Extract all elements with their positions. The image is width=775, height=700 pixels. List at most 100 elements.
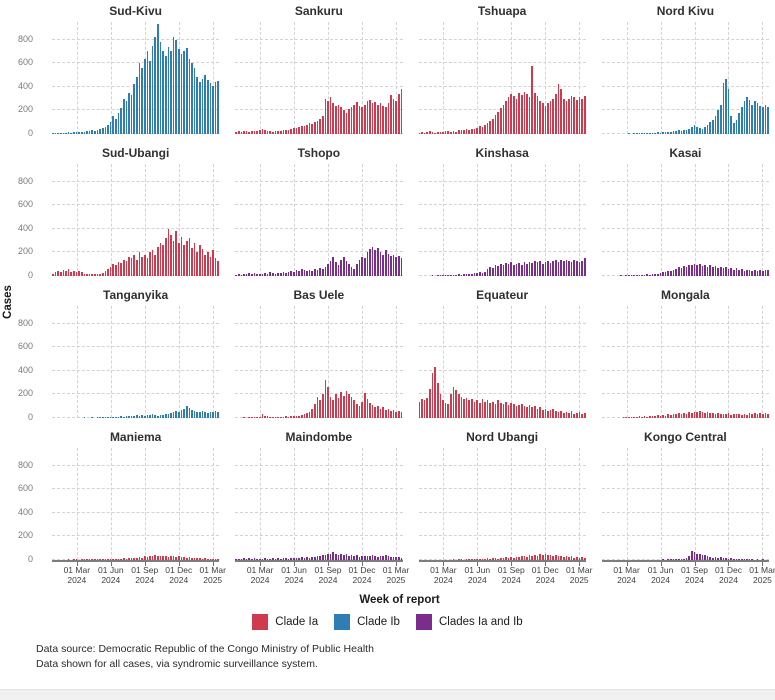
bar [717,267,719,276]
bar [358,406,361,418]
bar [536,555,539,560]
bar [560,89,562,134]
facet-title-sankuru: Sankuru [294,4,343,18]
bar [646,416,648,418]
bar [473,128,476,134]
gridline-h-400 [52,511,220,513]
bar [395,101,397,134]
bar [497,558,499,560]
bar [748,413,751,418]
bar [112,264,114,276]
x-tick-mark [694,562,696,566]
bar [308,123,311,134]
gridline-h-800 [235,38,403,40]
gridline-v-2 [477,448,479,560]
bar [547,103,549,134]
bar [725,78,727,134]
gridline-v-3 [511,22,513,134]
facet-title-nord-kivu: Nord Kivu [656,4,715,18]
gridline-v-1 [626,22,628,134]
bar [379,408,382,418]
bar [154,415,156,418]
bar [635,133,638,134]
bar [583,558,586,560]
bar [515,98,518,134]
facet-maindombe: Maindombe 01 Mar 2024 01 Jun 2024 01 Sep 2024 0… [235,430,409,590]
bar [489,121,491,134]
bar [400,412,403,418]
bar [654,274,656,276]
x-tick-label-4: 01 Dec 2024 [165,565,193,585]
gridline-h-200 [601,109,769,111]
bar [751,104,753,134]
bar [662,131,664,134]
bar [735,268,738,276]
bar [377,104,379,134]
bar [217,558,219,560]
bar [486,123,489,134]
bar [319,400,321,418]
bar [536,96,539,134]
bar [185,47,188,134]
bar [570,410,573,418]
bar [287,129,290,134]
gridline-h-0 [52,275,220,276]
bar [675,559,677,560]
bar [133,254,135,276]
bar [212,85,214,134]
bar [159,243,162,276]
bar [167,228,170,276]
bar [523,555,526,560]
bar [266,416,269,418]
bar [641,274,643,276]
bar [345,390,348,418]
bar [541,103,544,134]
bar [539,554,541,560]
bar [492,557,494,560]
bar [497,111,499,134]
gridline-v-2 [477,164,479,276]
bar [266,131,269,134]
bar [568,557,570,560]
bar [183,409,185,418]
gridline-v-5 [212,448,214,560]
gridline-h-800 [418,322,586,324]
bar [65,132,67,134]
bar [327,101,329,134]
bar [117,112,120,134]
bar [256,131,258,134]
bar [209,558,212,560]
bar [460,396,463,418]
bar [423,400,426,418]
bar [434,367,436,418]
bar [350,266,353,276]
gridline-h-200 [601,535,769,537]
bar [698,554,701,560]
bar [167,413,170,418]
gridline-v-5 [579,164,581,276]
bar [683,558,685,560]
bar [680,131,683,134]
bar [94,559,96,560]
bar [340,259,342,276]
bar [534,406,536,418]
bar [635,416,638,418]
bar [746,559,748,560]
bar [494,265,497,276]
bar [335,105,337,134]
bar [714,116,717,134]
bar [576,99,578,134]
bar [442,275,444,276]
bar [387,253,390,276]
bar [675,414,677,418]
bar [379,555,382,560]
bar [358,259,361,276]
bar [481,399,484,418]
gridline-h-800 [601,38,769,40]
bar [316,270,319,276]
bar [298,270,300,276]
bar [141,415,143,418]
bar [80,559,83,560]
bar [125,415,128,418]
bar [455,389,457,418]
